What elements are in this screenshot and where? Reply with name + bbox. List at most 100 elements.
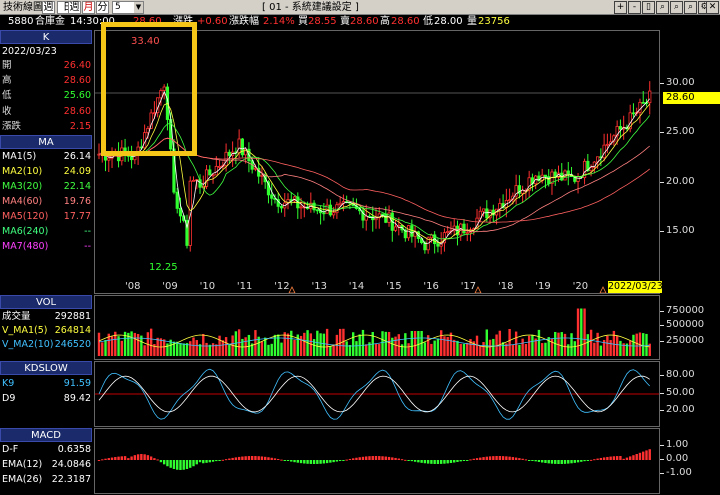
macd-bar bbox=[338, 460, 342, 461]
zoom-in-button[interactable]: + bbox=[614, 1, 627, 14]
system-settings-title[interactable]: [ 01 - 系統建議設定 ] bbox=[262, 2, 359, 13]
change-label: 漲跌 bbox=[173, 16, 193, 27]
kd-chart-pane[interactable] bbox=[94, 361, 660, 427]
volume-bar bbox=[505, 343, 508, 356]
macd-chart-pane[interactable] bbox=[94, 428, 660, 494]
candle-body bbox=[442, 232, 447, 244]
volume-bar bbox=[127, 332, 130, 356]
volume-bar bbox=[482, 342, 485, 356]
macd-bar bbox=[198, 460, 202, 463]
candle-body bbox=[582, 160, 587, 179]
candle-body bbox=[328, 204, 332, 216]
candle-body bbox=[260, 174, 264, 177]
candle-body bbox=[462, 223, 466, 234]
current-date-tag: 2022/03/23 bbox=[608, 281, 663, 293]
candle-body bbox=[586, 160, 590, 172]
macd-bar bbox=[391, 457, 394, 460]
restore-button[interactable]: ▯ bbox=[642, 1, 655, 14]
ma-line bbox=[98, 90, 651, 245]
candle-body bbox=[521, 189, 525, 194]
volume-bar bbox=[342, 328, 345, 356]
macd-bar bbox=[97, 460, 101, 461]
macd-bar bbox=[159, 460, 163, 463]
current-price-tag: 28.60 bbox=[663, 92, 720, 104]
candle-body bbox=[188, 180, 192, 246]
find-icon[interactable]: ⌕ bbox=[684, 1, 697, 14]
volume-bar bbox=[593, 342, 596, 356]
kd-panel-header: KDSLOW bbox=[0, 361, 92, 375]
period-button-month[interactable]: 月 bbox=[82, 1, 95, 14]
macd-bar bbox=[446, 460, 449, 464]
candle-body bbox=[403, 229, 407, 239]
candle-body bbox=[648, 90, 652, 104]
volume-bar bbox=[257, 336, 260, 356]
volume-bar bbox=[638, 332, 642, 356]
candle-body bbox=[641, 101, 645, 104]
volume-bar bbox=[143, 345, 146, 356]
macd-chart-svg bbox=[97, 449, 651, 470]
k-open-label: 開 bbox=[2, 60, 12, 71]
candle-body bbox=[547, 176, 551, 184]
volume-bar bbox=[114, 331, 117, 356]
macd-bar bbox=[153, 458, 156, 460]
k-row-low: 低 25.60 bbox=[2, 90, 91, 102]
zoom-out-button[interactable]: - bbox=[628, 1, 641, 14]
search-icon[interactable]: ⌕ bbox=[656, 1, 669, 14]
macd-tick: 0.00 bbox=[659, 453, 689, 464]
volume-bar bbox=[355, 341, 358, 356]
macd-bar bbox=[195, 460, 198, 465]
candle-body bbox=[270, 194, 274, 199]
volume-chart-pane[interactable] bbox=[94, 295, 660, 360]
macd-bar bbox=[254, 456, 257, 460]
macd-bar bbox=[260, 456, 264, 460]
volume-bar bbox=[189, 341, 192, 356]
volume-bar bbox=[433, 340, 436, 356]
volume-bar bbox=[312, 339, 316, 356]
period-button-minute[interactable]: 分 bbox=[96, 1, 109, 14]
macd-bar bbox=[140, 454, 143, 460]
macd-bar bbox=[182, 460, 185, 470]
price-tick: 25.00 bbox=[660, 126, 695, 137]
macd-bar bbox=[371, 456, 374, 460]
macd-bar bbox=[479, 457, 482, 460]
candle-body bbox=[384, 213, 388, 223]
macd-bar bbox=[642, 451, 645, 460]
macd-bar bbox=[211, 460, 215, 462]
candle-body bbox=[237, 138, 241, 154]
volume-bar bbox=[407, 343, 410, 356]
close-icon[interactable]: ✕ bbox=[706, 1, 719, 14]
minute-select-value: 5 bbox=[115, 2, 121, 12]
macd-bar bbox=[449, 460, 453, 464]
volume-bar bbox=[586, 334, 590, 356]
period-button-week[interactable]: 週 bbox=[42, 1, 55, 14]
macd-bar bbox=[521, 458, 524, 460]
macd-bar bbox=[612, 456, 616, 460]
year-label: '10 bbox=[199, 281, 216, 292]
macd-bar bbox=[443, 460, 446, 464]
volume-bar bbox=[400, 344, 404, 356]
macd-bar bbox=[107, 458, 110, 460]
macd-bar bbox=[169, 460, 172, 468]
macd-bar bbox=[501, 456, 505, 460]
candle-body bbox=[322, 212, 326, 215]
period-button-week2[interactable]: 週 bbox=[68, 1, 81, 14]
macd-bar bbox=[342, 460, 345, 461]
minute-select[interactable]: 5 ▼ bbox=[112, 1, 144, 14]
volume-bar bbox=[615, 336, 619, 356]
volume-bar bbox=[430, 343, 433, 356]
vol-label: V_MA1(5) bbox=[2, 325, 48, 336]
price-chart-pane[interactable] bbox=[94, 30, 660, 294]
macd-bar bbox=[462, 460, 466, 461]
macd-bar bbox=[166, 460, 169, 467]
volume-tick: 750000 bbox=[659, 305, 705, 316]
k-open-value: 26.40 bbox=[63, 60, 91, 71]
magnify-icon[interactable]: ⌕ bbox=[670, 1, 683, 14]
ask-label: 賣 bbox=[340, 16, 350, 27]
k-low-label: 低 bbox=[2, 90, 12, 101]
ma-row: MA2(10) 24.09 bbox=[2, 166, 91, 178]
macd-tick: 1.00 bbox=[659, 439, 689, 450]
volume-bar bbox=[642, 333, 645, 356]
volume-bar bbox=[365, 344, 368, 356]
ma-label: MA4(60) bbox=[2, 196, 43, 207]
high-value: 28.60 bbox=[391, 16, 420, 27]
